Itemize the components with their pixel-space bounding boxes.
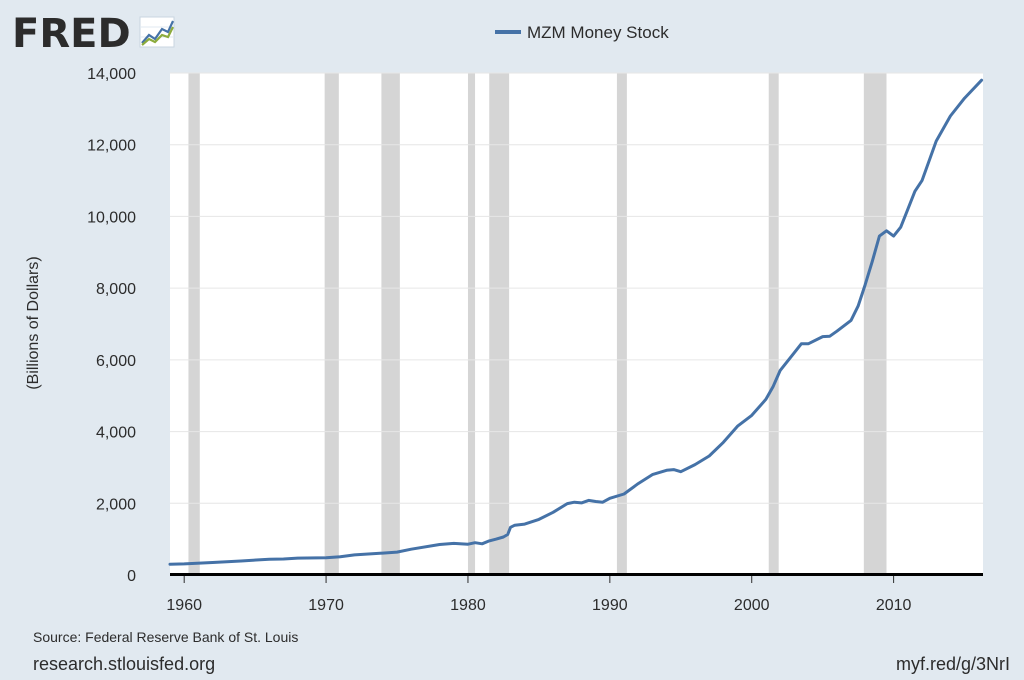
- x-axis: 1960 1970 1980 1990 2000 2010: [166, 575, 912, 614]
- recession-band-1: [324, 73, 339, 575]
- legend-label: MZM Money Stock: [527, 23, 669, 42]
- x-tick-label: 1980: [450, 597, 486, 614]
- recession-band-4: [489, 73, 510, 575]
- recession-band-0: [188, 73, 200, 575]
- x-tick-label: 2010: [876, 597, 912, 614]
- x-tick-label: 1970: [308, 597, 344, 614]
- fred-logo[interactable]: FRED: [12, 11, 175, 57]
- gridlines: [170, 72, 983, 504]
- recession-band-6: [768, 73, 779, 575]
- y-tick-label: 14,000: [87, 66, 136, 83]
- recession-band-3: [467, 73, 476, 575]
- x-tick-label: 2000: [734, 597, 770, 614]
- recession-band-5: [616, 73, 627, 575]
- y-tick-label: 0: [127, 568, 136, 585]
- logo-text: FRED: [12, 11, 131, 57]
- recession-band-7: [863, 73, 887, 575]
- y-axis-title: (Billions of Dollars): [25, 256, 42, 389]
- site-link[interactable]: research.stlouisfed.org: [33, 654, 216, 674]
- y-tick-label: 6,000: [96, 353, 136, 370]
- recession-band-2: [381, 73, 400, 575]
- source-text: Source: Federal Reserve Bank of St. Loui…: [33, 629, 299, 645]
- plot-area: [170, 73, 983, 575]
- x-tick-label: 1960: [166, 597, 202, 614]
- y-tick-label: 8,000: [96, 281, 136, 298]
- y-tick-label: 2,000: [96, 496, 136, 513]
- series-layer: [168, 78, 984, 566]
- short-url-link[interactable]: myf.red/g/3NrI: [895, 654, 1010, 674]
- y-axis: 0 2,000 4,000 6,000 8,000 10,000 12,000 14,000: [87, 66, 136, 585]
- y-tick-label: 12,000: [87, 138, 136, 155]
- recession-shading: [188, 73, 887, 575]
- series-line-0: [168, 78, 984, 566]
- x-tick-label: 1990: [592, 597, 628, 614]
- y-tick-label: 10,000: [87, 209, 136, 226]
- y-tick-label: 4,000: [96, 425, 136, 442]
- legend: MZM Money Stock: [495, 23, 669, 42]
- trend-chart-icon: [139, 16, 175, 48]
